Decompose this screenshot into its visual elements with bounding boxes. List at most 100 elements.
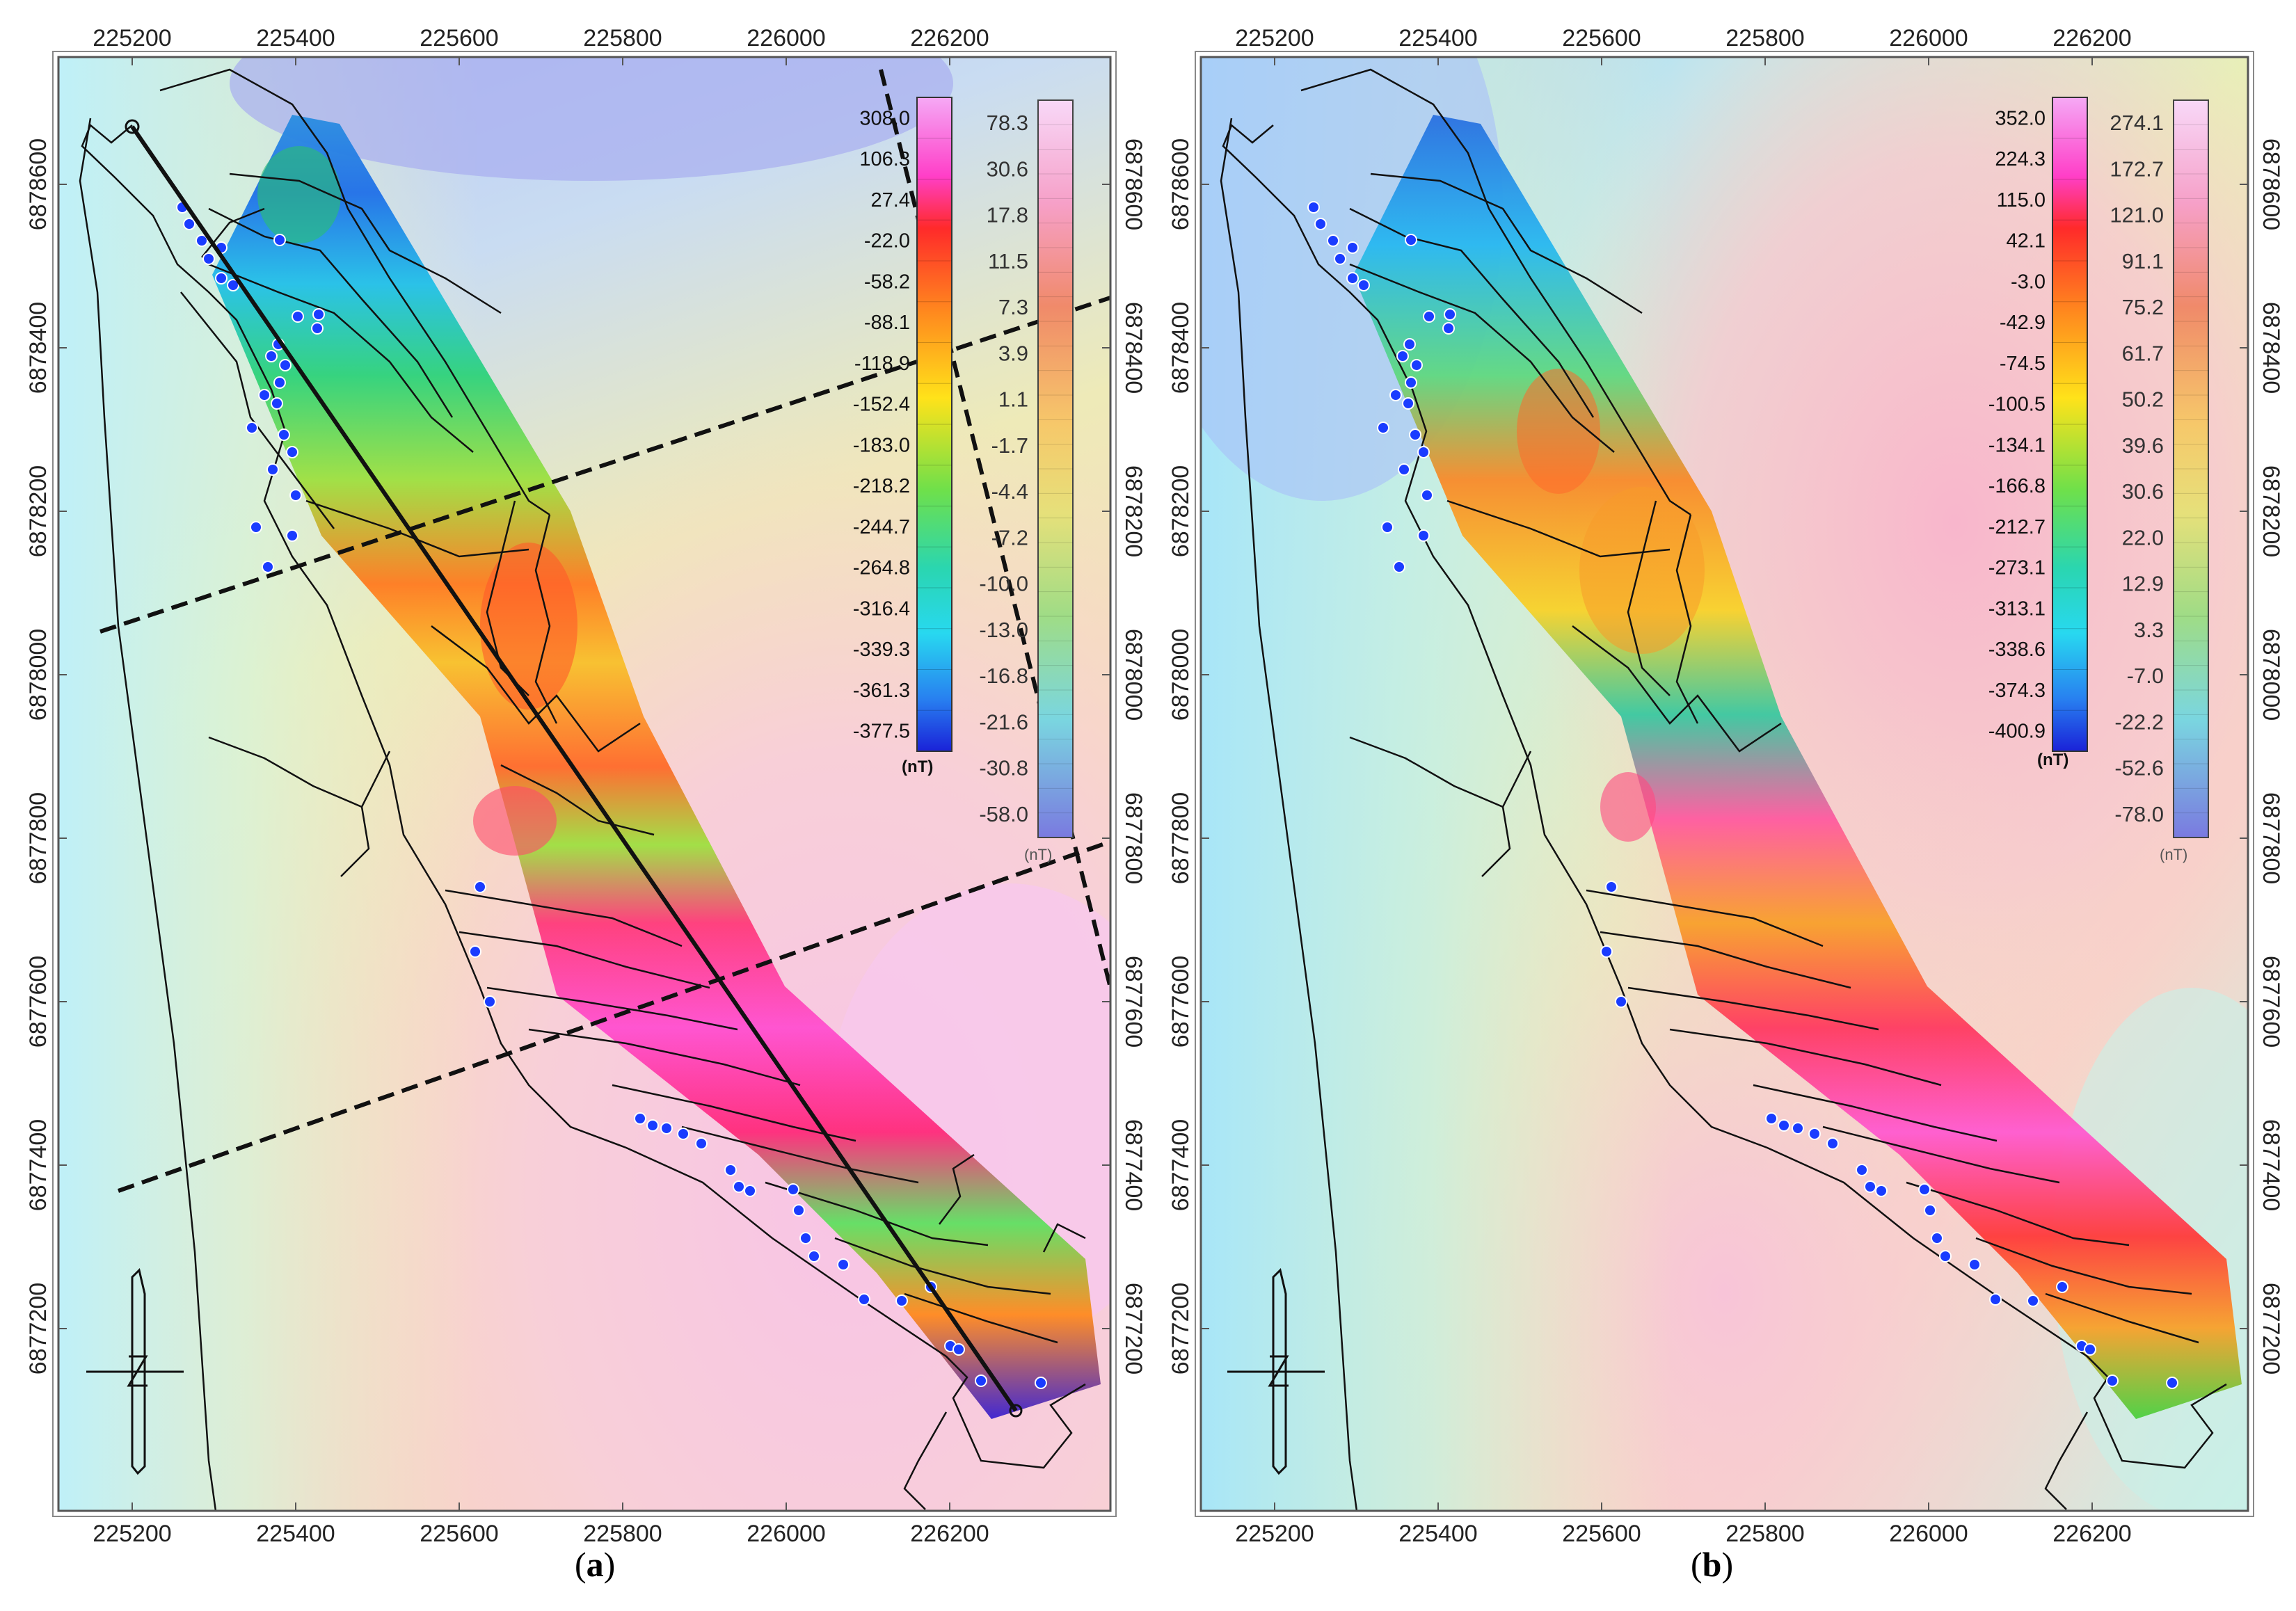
y-tick-label: 6878400 (1167, 302, 1194, 394)
colorbar-label: 78.3 (987, 111, 1028, 135)
x-tick-label: 226200 (910, 1521, 989, 1547)
coastline-b (1220, 68, 2227, 1511)
y-tick-label: 6877800 (25, 792, 51, 884)
y-tick-label: 6877800 (2258, 792, 2284, 884)
colorbar-label: 106.3 (859, 148, 910, 170)
x-tick-label: 226200 (910, 25, 989, 51)
y-tick-label: 6878000 (1120, 629, 1147, 721)
survey-strip-a (212, 115, 1101, 1419)
colorbar-label: -316.4 (853, 598, 910, 620)
colorbar-label: -30.8 (979, 756, 1028, 780)
y-tick-label: 6878200 (1120, 465, 1147, 557)
colorbar-label: -166.8 (1988, 475, 2046, 497)
colorbar-label: 61.7 (2122, 341, 2164, 365)
x-tick-label: 225600 (420, 1521, 498, 1547)
x-tick-label: 225800 (1725, 1521, 1804, 1547)
x-tick-label: 226000 (747, 1521, 825, 1547)
colorbar-label: 91.1 (2122, 249, 2164, 273)
panel-b: 352.0 224.3 115.0 42.1 -3.0 -42.9 -74.5 -100.5 -… (1167, 25, 2284, 1584)
x-tick-label: 226000 (1889, 1521, 1968, 1547)
colorbar-unit: (nT) (902, 758, 933, 776)
colorbar-label: 22.0 (2122, 525, 2164, 550)
colorbar-label: -16.8 (979, 664, 1028, 688)
colorbar-label: 75.2 (2122, 295, 2164, 319)
colorbar-label: 224.3 (1995, 148, 2046, 170)
colorbar-label: -78.0 (2114, 802, 2164, 826)
colorbar-label: 115.0 (1997, 189, 2046, 211)
x-tick-label: 225400 (1398, 1521, 1477, 1547)
colorbar-label: -21.6 (979, 710, 1028, 734)
colorbar-label: -212.7 (1988, 516, 2046, 538)
y-tick-label: 6877200 (1167, 1283, 1194, 1374)
colorbar-label: -88.1 (864, 312, 910, 334)
colorbar-label: -273.1 (1988, 557, 2046, 579)
colorbar-label: -339.3 (853, 639, 910, 661)
colorbar-label: -338.6 (1988, 639, 2046, 661)
colorbar-unit: (nT) (2037, 751, 2068, 769)
x-tick-label: 225400 (256, 25, 335, 51)
y-tick-label: 6878200 (2258, 465, 2284, 557)
y-tick-label: 6877600 (1120, 956, 1147, 1048)
y-tick-label: 6878000 (25, 629, 51, 721)
colorbar-left-b: 352.0 224.3 115.0 42.1 -3.0 -42.9 -74.5 -100.5 -… (1988, 97, 2088, 769)
colorbar-label: -152.4 (853, 394, 910, 416)
coastline-a (79, 68, 1086, 1511)
y-tick-label: 6878600 (1167, 138, 1194, 230)
colorbar-label: -58.2 (864, 271, 910, 293)
colorbar-label: 50.2 (2122, 387, 2164, 412)
y-tick-label: 6878600 (2258, 138, 2284, 230)
x-tick-label: 225200 (1235, 1521, 1314, 1547)
colorbar-label: -13.0 (979, 618, 1028, 642)
y-tick-label: 6877600 (1167, 956, 1194, 1048)
x-tick-label: 225800 (583, 25, 662, 51)
colorbar-label: -400.9 (1988, 721, 2046, 743)
y-tick-label: 6877400 (25, 1119, 51, 1211)
colorbar-right-a: 78.3 30.6 17.8 11.5 7.3 3.9 1.1 -1.7 -4.4 -7.2 -10… (979, 99, 1074, 863)
colorbar-label: -183.0 (853, 434, 910, 456)
profile-line-a (130, 125, 1018, 1412)
panel-caption-a: (a) (575, 1545, 615, 1584)
colorbar-label: -4.4 (991, 479, 1028, 504)
y-tick-label: 6877200 (1120, 1283, 1147, 1374)
colorbar-label: 42.1 (2007, 230, 2046, 253)
x-tick-label: 225200 (93, 1521, 171, 1547)
colorbar-label: -361.3 (853, 680, 910, 702)
boreholes-b (1307, 201, 2178, 1389)
colorbar-label: -244.7 (853, 516, 910, 538)
colorbar-label: -10.0 (979, 572, 1028, 596)
colorbar-label: 1.1 (998, 387, 1028, 412)
y-tick-label: 6878200 (1167, 465, 1194, 557)
colorbar-label: 17.8 (987, 203, 1028, 227)
y-tick-label: 6878600 (25, 138, 51, 230)
colorbar-label: -22.2 (2114, 710, 2164, 734)
colorbar-label: -7.2 (991, 525, 1028, 550)
map-b (1201, 57, 2248, 1511)
north-arrow-b (1227, 1268, 1325, 1475)
y-tick-label: 6877200 (25, 1283, 51, 1374)
colorbar-label: 7.3 (998, 295, 1028, 319)
y-tick-label: 6877400 (1167, 1119, 1194, 1211)
colorbar-right-b: 274.1 172.7 121.0 91.1 75.2 61.7 50.2 39.6 30.6 2… (2110, 99, 2209, 863)
colorbar-unit: (nT) (2160, 846, 2187, 863)
colorbar-label: -134.1 (1988, 434, 2046, 456)
x-tick-label: 226000 (1889, 25, 1968, 51)
x-tick-label: 225600 (1562, 1521, 1641, 1547)
x-tick-label: 225600 (1562, 25, 1641, 51)
colorbar-label: -1.7 (991, 433, 1028, 458)
colorbar-label: -377.5 (853, 721, 910, 743)
colorbar-label: 11.5 (988, 249, 1028, 273)
x-tick-label: 226200 (2052, 1521, 2131, 1547)
colorbar-label: 30.6 (2122, 479, 2164, 504)
map-frame-a (57, 56, 1112, 1512)
colorbar-label: 30.6 (987, 157, 1028, 181)
colorbar-label: -218.2 (853, 475, 910, 497)
x-tick-label: 226200 (2052, 25, 2131, 51)
colorbar-label: -100.5 (1988, 394, 2046, 416)
y-tick-label: 6878000 (1167, 629, 1194, 721)
x-tick-label: 225200 (93, 25, 171, 51)
colorbar-label: 27.4 (871, 189, 910, 211)
colorbar-label: 12.9 (2122, 572, 2164, 596)
colorbar-label: -3.0 (2011, 271, 2046, 293)
colorbar-label: 39.6 (2122, 433, 2164, 458)
